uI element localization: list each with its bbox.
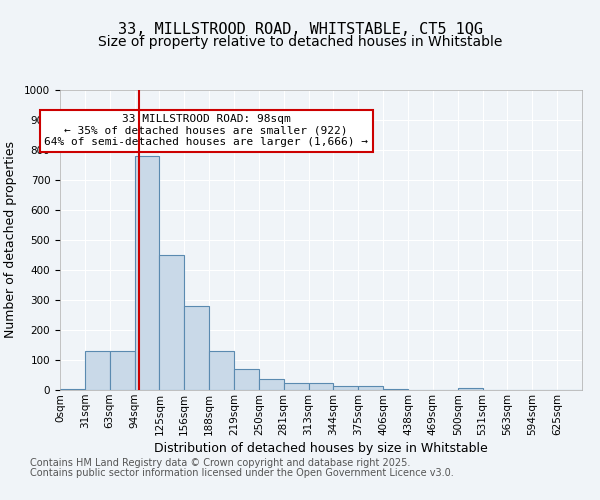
Bar — [458, 388, 482, 390]
Text: 33 MILLSTROOD ROAD: 98sqm
← 35% of detached houses are smaller (922)
64% of semi: 33 MILLSTROOD ROAD: 98sqm ← 35% of detac… — [44, 114, 368, 147]
Text: 33, MILLSTROOD ROAD, WHITSTABLE, CT5 1QG: 33, MILLSTROOD ROAD, WHITSTABLE, CT5 1QG — [118, 22, 482, 38]
Bar — [334, 386, 358, 390]
Bar — [160, 255, 184, 390]
Text: Contains public sector information licensed under the Open Government Licence v3: Contains public sector information licen… — [30, 468, 454, 477]
Bar — [209, 351, 234, 390]
Text: Contains HM Land Registry data © Crown copyright and database right 2025.: Contains HM Land Registry data © Crown c… — [30, 458, 410, 468]
Y-axis label: Number of detached properties: Number of detached properties — [4, 142, 17, 338]
Bar — [284, 382, 308, 390]
Bar — [110, 351, 134, 390]
Bar — [60, 388, 85, 390]
X-axis label: Distribution of detached houses by size in Whitstable: Distribution of detached houses by size … — [154, 442, 488, 455]
Bar — [184, 306, 209, 390]
Bar — [259, 378, 284, 390]
Bar — [234, 369, 259, 390]
Bar — [308, 382, 334, 390]
Text: Size of property relative to detached houses in Whitstable: Size of property relative to detached ho… — [98, 35, 502, 49]
Bar — [358, 386, 383, 390]
Bar — [383, 388, 408, 390]
Bar — [85, 351, 110, 390]
Bar — [134, 156, 160, 390]
